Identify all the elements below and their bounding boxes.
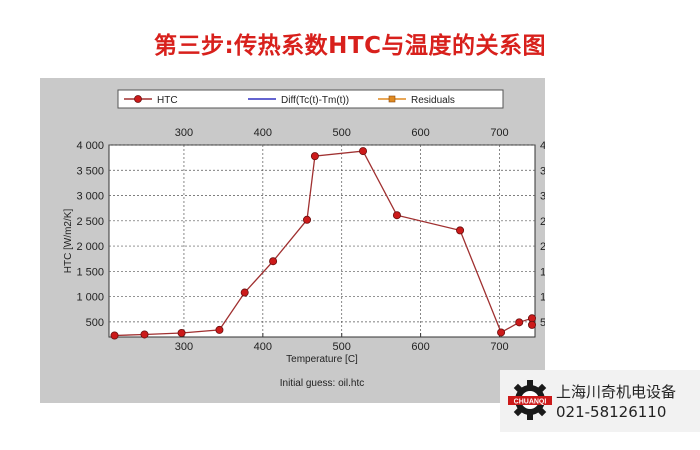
htc-point-8 <box>359 147 368 156</box>
x-axis-label: Temperature [C] <box>286 354 358 365</box>
x-tick-label-bottom-2: 500 <box>333 341 351 353</box>
series-htc <box>110 147 536 340</box>
y-tick-label-left-0: 500 <box>86 317 104 329</box>
company-info-box: CHUANQI 上海川奇机电设备 021-58126110 <box>500 370 700 432</box>
x-tick-label-top-2: 500 <box>333 127 351 139</box>
x-tick-label-bottom-3: 600 <box>411 341 429 353</box>
htc-point-10 <box>456 226 465 235</box>
y-tick-label-right-5: 3 000 <box>540 191 545 203</box>
htc-point-5 <box>269 257 278 266</box>
htc-point-6 <box>303 215 312 224</box>
x-tick-label-top-0: 300 <box>175 127 193 139</box>
x-tick-label-top-1: 400 <box>254 127 272 139</box>
htc-point-2 <box>177 328 186 337</box>
initial-guess-annotation: Initial guess: oil.htc <box>280 378 365 389</box>
plot-area <box>108 144 536 338</box>
x-tick-label-bottom-0: 300 <box>175 341 193 353</box>
company-logo-icon: CHUANQI <box>508 380 552 420</box>
y-tick-label-right-6: 3 500 <box>540 165 545 177</box>
y-tick-label-left-7: 4 000 <box>76 140 104 152</box>
htc-temperature-chart: HTC Diff(Tc(t)-Tm(t)) Residuals 300 300 40… <box>63 89 545 389</box>
htc-point-12 <box>515 318 524 327</box>
htc-point-13 <box>527 314 536 323</box>
htc-point-0 <box>110 331 119 340</box>
y-tick-label-left-5: 3 000 <box>76 191 104 203</box>
y-axis-label: HTC [W/m2/K] <box>63 209 74 274</box>
y-tick-label-right-0: 500 <box>540 317 545 329</box>
htc-point-1 <box>140 330 149 339</box>
chart-panel: HTC Diff(Tc(t)-Tm(t)) Residuals 300 300 40… <box>40 78 545 403</box>
legend-label-diff: Diff(Tc(t)-Tm(t)) <box>281 95 349 106</box>
y-tick-label-left-4: 2 500 <box>76 216 104 228</box>
htc-point-3 <box>215 325 224 334</box>
y-tick-label-left-1: 1 000 <box>76 292 104 304</box>
y-tick-label-left-3: 2 000 <box>76 241 104 253</box>
logo-text: CHUANQI <box>514 399 547 406</box>
htc-point-11 <box>497 328 506 337</box>
page-title: 第三步:传热系数HTC与温度的关系图 <box>153 33 546 59</box>
y-tick-label-right-3: 2 000 <box>540 241 545 253</box>
htc-point-9 <box>392 211 401 220</box>
htc-point-7 <box>310 152 319 161</box>
htc-point-4 <box>240 288 249 297</box>
y-tick-label-right-2: 1 500 <box>540 266 545 278</box>
x-tick-label-bottom-4: 700 <box>490 341 508 353</box>
company-phone: 021-58126110 <box>556 403 667 421</box>
htc-point-14 <box>527 320 536 329</box>
grid <box>109 144 535 337</box>
x-tick-label-top-4: 700 <box>490 127 508 139</box>
legend-label-residuals: Residuals <box>411 95 455 106</box>
y-tick-label-left-6: 3 500 <box>76 165 104 177</box>
x-tick-label-top-3: 600 <box>411 127 429 139</box>
y-tick-label-right-7: 4 000 <box>540 140 545 152</box>
y-tick-label-right-4: 2 500 <box>540 216 545 228</box>
legend-label-htc: HTC <box>157 95 178 106</box>
axis-tick-labels: 300 300 400 400 500 500 600 600 700 700 500 500 1 00… <box>76 127 545 353</box>
x-tick-label-bottom-1: 400 <box>254 341 272 353</box>
company-name: 上海川奇机电设备 <box>556 383 677 401</box>
legend: HTC Diff(Tc(t)-Tm(t)) Residuals <box>117 89 504 109</box>
y-tick-label-left-2: 1 500 <box>76 266 104 278</box>
y-tick-label-right-1: 1 000 <box>540 292 545 304</box>
